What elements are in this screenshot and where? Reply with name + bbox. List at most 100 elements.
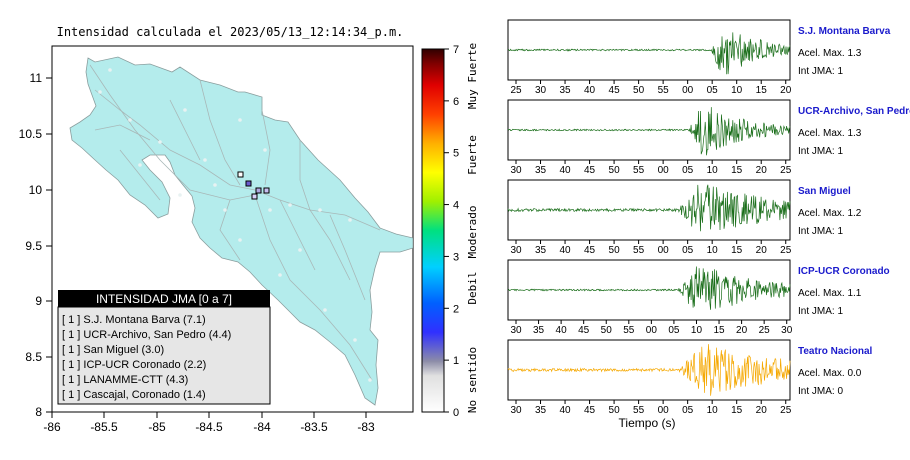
seismogram-panels: 25 30 35 40 45 50 55 00 05 10 15 20 S.J. Montana Bar…	[507, 19, 910, 416]
station-name: ICP-UCR Coronado	[798, 266, 890, 277]
time-tick: 10	[707, 405, 719, 416]
station-name: Teatro Nacional	[798, 346, 872, 357]
map-y-tick: 8	[35, 405, 42, 419]
jma-intensity: Int JMA: 1	[798, 66, 843, 77]
time-tick: 30	[781, 325, 793, 336]
time-tick: 50	[601, 325, 613, 336]
time-tick: 15	[756, 85, 768, 96]
map-y-tick: 10	[29, 183, 43, 197]
legend-item: [ 1 ] ICP-UCR Coronado (2.2)	[62, 359, 206, 371]
time-tick: 35	[559, 85, 571, 96]
time-tick: 25	[780, 245, 792, 256]
map-x-tick: -84.5	[195, 420, 223, 434]
map-y-tick: 9	[35, 294, 42, 308]
colorbar-tick: 2	[453, 303, 459, 315]
colorbar-tick: 4	[453, 200, 459, 212]
time-tick: 40	[556, 325, 568, 336]
time-tick: 25	[780, 165, 792, 176]
seismogram-panel: 30 35 40 45 50 55 00 05 10 15 20 25 UCR-Archivo, San…	[507, 99, 910, 176]
map-x-axis: -86 -85.5 -85 -84.5 -84 -83.5 -83	[43, 412, 375, 434]
time-tick: 00	[658, 405, 670, 416]
time-tick: 10	[691, 325, 703, 336]
intensity-colorbar: 7 6 5 4 3 2 1 0 Muy Fuerte Fuerte Moderado Debil No…	[421, 43, 479, 419]
legend-item: [ 1 ] S.J. Montana Barva (7.1)	[62, 314, 206, 326]
waveform-trace	[507, 107, 791, 156]
seismogram-panel: 25 30 35 40 45 50 55 00 05 10 15 20 S.J. Montana Bar…	[507, 19, 891, 96]
time-tick: 45	[578, 325, 590, 336]
time-tick: 50	[633, 85, 645, 96]
time-tick: 05	[707, 85, 719, 96]
time-tick: 25	[780, 405, 792, 416]
time-tick: 20	[756, 405, 768, 416]
time-tick: 00	[658, 165, 670, 176]
station-name: S.J. Montana Barva	[798, 26, 891, 37]
time-tick: 55	[633, 165, 645, 176]
station-markers	[237, 171, 270, 200]
max-acceleration: Acel. Max. 1.1	[798, 288, 862, 299]
time-tick: 30	[510, 325, 522, 336]
time-tick: 20	[756, 245, 768, 256]
map-y-tick: 10.5	[19, 127, 43, 141]
time-tick: 35	[535, 405, 547, 416]
legend-item: [ 1 ] LANAMME-CTT (4.3)	[62, 374, 188, 386]
map-x-tick: -83.5	[300, 420, 328, 434]
time-tick: 15	[713, 325, 725, 336]
time-tick: 30	[510, 165, 522, 176]
colorbar-label: Fuerte	[466, 135, 479, 175]
map-title: Intensidad calculada el 2023/05/13_12:14…	[57, 25, 404, 39]
station-name: San Miguel	[798, 186, 851, 197]
seismogram-panel: 30 35 40 45 50 55 00 05 10 15 20 25 30 ICP-UCR Corona…	[507, 259, 890, 336]
jma-intensity: Int JMA: 1	[798, 146, 843, 157]
jma-intensity: Int JMA: 1	[798, 226, 843, 237]
colorbar-label: No sentido	[466, 347, 479, 413]
map-x-tick: -86	[43, 420, 61, 434]
time-tick: 45	[584, 165, 596, 176]
seismogram-panel: 30 35 40 45 50 55 00 05 10 15 20 25 San Miguel Acel. …	[507, 179, 862, 256]
station-name: UCR-Archivo, San Pedro	[798, 106, 910, 117]
time-tick: 05	[682, 245, 694, 256]
time-tick: 15	[731, 405, 743, 416]
max-acceleration: Acel. Max. 0.0	[798, 368, 862, 379]
colorbar-tick: 7	[453, 44, 459, 56]
time-tick: 20	[736, 325, 748, 336]
time-tick: 30	[535, 85, 547, 96]
time-tick: 25	[759, 325, 771, 336]
max-acceleration: Acel. Max. 1.2	[798, 208, 862, 219]
map-y-tick: 11	[30, 71, 43, 85]
legend-header: INTENSIDAD JMA [0 a 7]	[96, 292, 232, 306]
map-x-tick: -83	[357, 420, 375, 434]
legend-item: [ 1 ] Cascajal, Coronado (1.4)	[62, 389, 206, 401]
seismogram-panel: 30 35 40 45 50 55 00 05 10 15 20 25 Teatro Nacional A…	[507, 339, 872, 416]
intensity-map: Intensidad calculada el 2023/05/13_12:14…	[19, 25, 414, 434]
waveform-trace	[507, 184, 791, 232]
colorbar-tick: 1	[453, 355, 459, 367]
colorbar-tick: 0	[453, 407, 459, 419]
time-tick: 40	[559, 405, 571, 416]
colorbar-tick: 3	[453, 251, 459, 263]
legend-item: [ 1 ] UCR-Archivo, San Pedro (4.4)	[62, 329, 231, 341]
time-tick: 05	[668, 325, 680, 336]
time-tick: 10	[731, 85, 743, 96]
colorbar-label: Moderado	[466, 206, 479, 259]
colorbar-tick: 5	[453, 148, 459, 160]
map-x-tick: -85.5	[90, 420, 118, 434]
time-tick: 35	[535, 245, 547, 256]
legend-item: [ 1 ] San Miguel (3.0)	[62, 344, 164, 356]
time-tick: 20	[780, 85, 792, 96]
time-tick: 00	[646, 325, 658, 336]
time-tick: 50	[609, 245, 621, 256]
time-tick: 55	[633, 405, 645, 416]
time-tick: 30	[510, 405, 522, 416]
map-legend: INTENSIDAD JMA [0 a 7] [ 1 ] S.J. Montan…	[57, 290, 271, 405]
time-axis-label: Tiempo (s)	[619, 416, 676, 430]
max-acceleration: Acel. Max. 1.3	[798, 48, 862, 59]
time-tick: 45	[584, 245, 596, 256]
time-tick: 40	[584, 85, 596, 96]
time-tick: 15	[731, 245, 743, 256]
map-y-axis: 11 10.5 10 9.5 9 8.5 8	[19, 71, 52, 419]
colorbar-tick: 6	[453, 96, 459, 108]
colorbar-label: Debil	[466, 271, 479, 304]
time-tick: 05	[682, 405, 694, 416]
road-network	[89, 64, 381, 381]
